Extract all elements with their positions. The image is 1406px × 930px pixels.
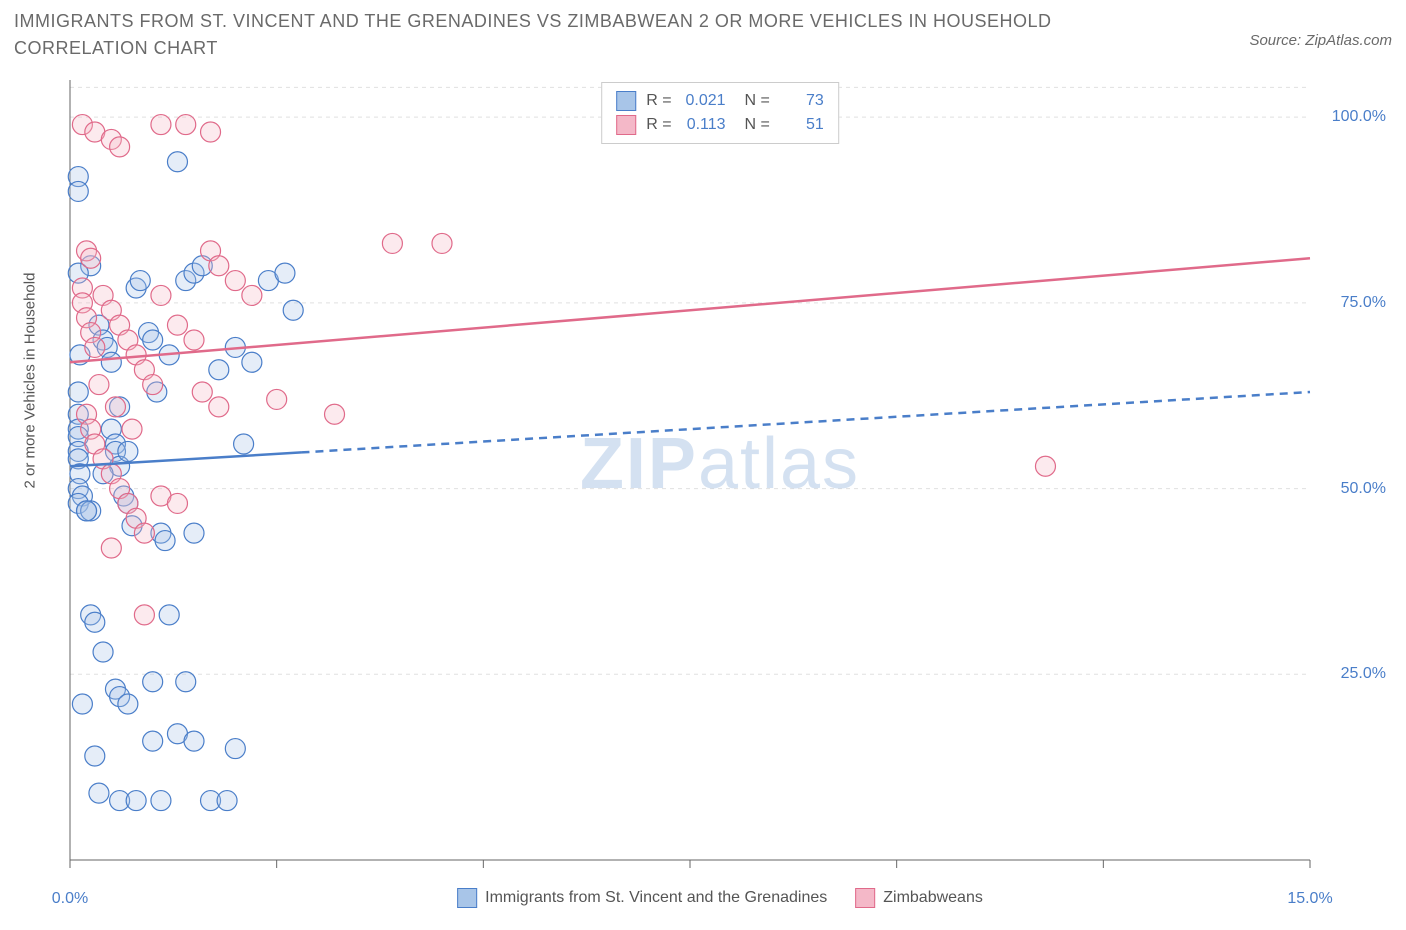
data-point: [89, 375, 109, 395]
y-tick-label: 25.0%: [1341, 665, 1386, 683]
data-point: [209, 256, 229, 276]
data-point: [184, 731, 204, 751]
data-point: [167, 493, 187, 513]
y-axis-title: 2 or more Vehicles in Household: [22, 273, 39, 489]
data-point: [134, 605, 154, 625]
data-point: [184, 523, 204, 543]
data-point: [275, 263, 295, 283]
chart-container: IMMIGRANTS FROM ST. VINCENT AND THE GREN…: [0, 0, 1406, 930]
data-point: [382, 233, 402, 253]
legend-label-b: Zimbabweans: [883, 889, 983, 907]
data-point: [192, 382, 212, 402]
data-point: [118, 694, 138, 714]
data-point: [151, 791, 171, 811]
legend-item-series-a: Immigrants from St. Vincent and the Gren…: [457, 888, 827, 908]
swatch-series-a: [616, 91, 636, 111]
data-point: [234, 434, 254, 454]
chart-title: IMMIGRANTS FROM ST. VINCENT AND THE GREN…: [14, 8, 1114, 62]
data-point: [242, 352, 262, 372]
series-legend: Immigrants from St. Vincent and the Gren…: [457, 888, 983, 908]
data-point: [201, 122, 221, 142]
swatch-series-b: [616, 115, 636, 135]
data-point: [89, 783, 109, 803]
data-point: [68, 382, 88, 402]
data-point: [77, 501, 97, 521]
n-label: N =: [736, 113, 770, 137]
data-point: [151, 285, 171, 305]
data-point: [167, 315, 187, 335]
data-point: [176, 115, 196, 135]
x-tick-label: 0.0%: [52, 890, 88, 908]
data-point: [105, 397, 125, 417]
data-point: [143, 330, 163, 350]
plot-area: ZIPatlas R = 0.021 N = 73 R = 0.113 N = …: [60, 80, 1380, 880]
data-point: [101, 538, 121, 558]
data-point: [118, 441, 138, 461]
data-point: [68, 181, 88, 201]
data-point: [72, 694, 92, 714]
swatch-icon: [457, 888, 477, 908]
data-point: [122, 419, 142, 439]
swatch-icon: [855, 888, 875, 908]
data-point: [1035, 456, 1055, 476]
n-label: N =: [736, 89, 770, 113]
data-point: [143, 672, 163, 692]
legend-label-a: Immigrants from St. Vincent and the Gren…: [485, 889, 827, 907]
legend-row-series-b: R = 0.113 N = 51: [616, 113, 824, 137]
data-point: [176, 672, 196, 692]
data-point: [155, 531, 175, 551]
data-point: [101, 352, 121, 372]
data-point: [267, 389, 287, 409]
data-point: [143, 375, 163, 395]
data-point: [225, 739, 245, 759]
data-point: [143, 731, 163, 751]
scatter-plot-svg: [60, 80, 1380, 880]
data-point: [325, 404, 345, 424]
data-point: [81, 248, 101, 268]
data-point: [85, 612, 105, 632]
legend-row-series-a: R = 0.021 N = 73: [616, 89, 824, 113]
r-label: R =: [646, 89, 671, 113]
data-point: [151, 115, 171, 135]
data-point: [126, 791, 146, 811]
data-point: [134, 523, 154, 543]
data-point: [209, 360, 229, 380]
r-label: R =: [646, 113, 671, 137]
data-point: [93, 642, 113, 662]
data-point: [85, 337, 105, 357]
data-point: [217, 791, 237, 811]
data-point: [209, 397, 229, 417]
correlation-legend: R = 0.021 N = 73 R = 0.113 N = 51: [601, 82, 839, 144]
data-point: [225, 271, 245, 291]
n-value-b: 51: [780, 113, 824, 137]
legend-item-series-b: Zimbabweans: [855, 888, 983, 908]
r-value-b: 0.113: [682, 113, 726, 137]
data-point: [283, 300, 303, 320]
data-point: [130, 271, 150, 291]
source-attribution: Source: ZipAtlas.com: [1249, 32, 1392, 49]
y-tick-label: 100.0%: [1332, 108, 1386, 126]
x-tick-label: 15.0%: [1287, 890, 1332, 908]
y-tick-label: 75.0%: [1341, 294, 1386, 312]
r-value-a: 0.021: [682, 89, 726, 113]
data-point: [184, 330, 204, 350]
data-point: [167, 152, 187, 172]
header-row: IMMIGRANTS FROM ST. VINCENT AND THE GREN…: [14, 8, 1392, 62]
data-point: [159, 605, 179, 625]
n-value-a: 73: [780, 89, 824, 113]
chart-area: 2 or more Vehicles in Household ZIPatlas…: [40, 80, 1390, 880]
data-point: [110, 137, 130, 157]
data-point: [242, 285, 262, 305]
trend-line-extrapolated: [301, 392, 1310, 452]
data-point: [85, 746, 105, 766]
data-point: [432, 233, 452, 253]
trend-line: [70, 258, 1310, 362]
y-tick-label: 50.0%: [1341, 480, 1386, 498]
